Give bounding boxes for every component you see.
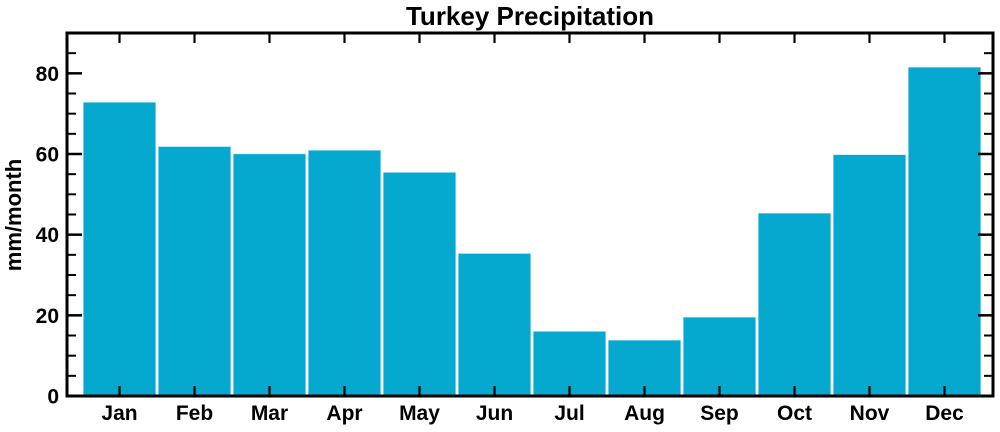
x-tick-label-feb: Feb (176, 402, 213, 425)
x-tick-label-apr: Apr (326, 402, 362, 425)
bars-layer (82, 66, 982, 397)
y-axis-label: mm/month (1, 159, 26, 271)
x-tick-label-mar: Mar (251, 402, 288, 425)
x-tick-label-jun: Jun (476, 402, 513, 425)
bar-jan (82, 101, 157, 397)
x-tick-label-jan: Jan (101, 402, 137, 425)
y-tick-label-20: 20 (36, 305, 59, 328)
x-tick-label-jul: Jul (554, 402, 584, 425)
axes-layer (65, 31, 995, 398)
bar-jun (457, 252, 532, 397)
x-tick-label-may: May (399, 402, 440, 425)
x-tick-label-oct: Oct (777, 402, 812, 425)
bar-jul (532, 330, 607, 397)
bar-dec (907, 66, 982, 397)
bar-feb (157, 145, 232, 397)
x-tick-label-sep: Sep (700, 402, 739, 425)
labels-layer: 0 20 40 60 80 Jan Feb Mar Apr May Jun Jul Aug Sep Oct N… (36, 63, 964, 425)
bar-mar (232, 153, 307, 397)
chart-title: Turkey Precipitation (406, 1, 654, 31)
bar-sep (682, 316, 757, 397)
bar-apr (307, 149, 382, 397)
y-tick-label-0: 0 (47, 386, 59, 409)
x-tick-label-aug: Aug (624, 402, 665, 425)
bar-oct (757, 212, 832, 397)
y-tick-label-60: 60 (36, 144, 59, 167)
x-tick-label-dec: Dec (925, 402, 964, 425)
bar-nov (832, 153, 907, 397)
bar-may (382, 171, 457, 397)
y-tick-label-80: 80 (36, 63, 59, 86)
y-tick-label-40: 40 (36, 224, 59, 247)
x-tick-label-nov: Nov (850, 402, 890, 425)
